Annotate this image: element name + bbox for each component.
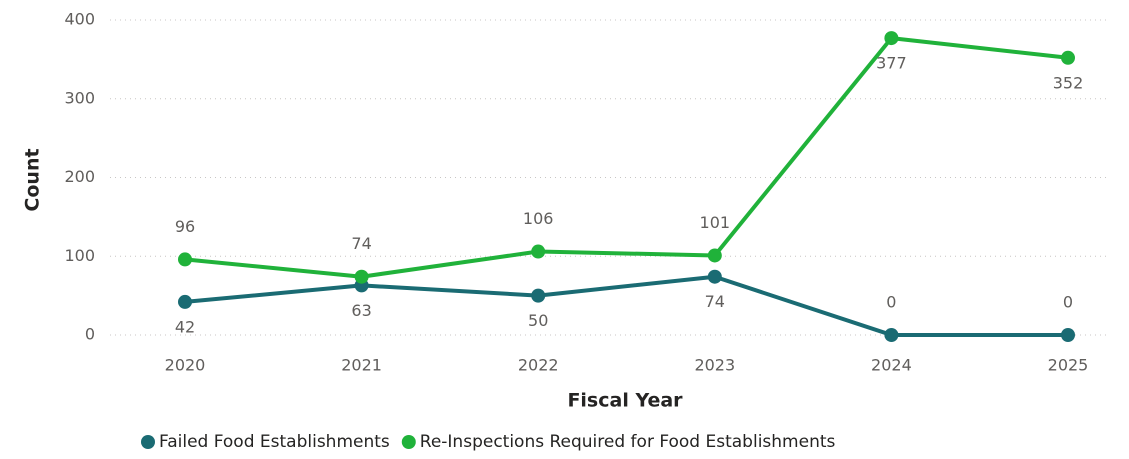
data-label: 50 bbox=[528, 311, 548, 330]
data-point bbox=[707, 269, 722, 284]
data-point bbox=[1061, 328, 1075, 342]
series-line bbox=[184, 36, 1069, 279]
data-label: 0 bbox=[886, 293, 896, 312]
data-label: 106 bbox=[523, 209, 554, 228]
y-tick-label: 400 bbox=[64, 10, 95, 29]
data-label: 0 bbox=[1063, 293, 1073, 312]
data-point bbox=[1061, 50, 1075, 65]
x-tick-label: 2022 bbox=[518, 356, 559, 375]
y-tick-label: 300 bbox=[64, 88, 95, 107]
series-line bbox=[184, 274, 1068, 337]
data-point bbox=[884, 328, 899, 342]
data-point bbox=[178, 294, 192, 309]
data-label: 96 bbox=[175, 217, 195, 236]
x-axis-title: Fiscal Year bbox=[567, 390, 683, 412]
y-tick-label: 0 bbox=[85, 325, 95, 344]
data-point bbox=[707, 248, 722, 263]
data-point bbox=[178, 252, 192, 267]
data-label: 63 bbox=[351, 301, 371, 320]
x-tick-label: 2021 bbox=[341, 356, 382, 375]
data-point bbox=[531, 288, 546, 303]
data-point bbox=[531, 244, 546, 259]
data-label: 101 bbox=[700, 213, 731, 232]
y-tick-label: 200 bbox=[64, 167, 95, 186]
x-tick-label: 2023 bbox=[694, 356, 735, 375]
data-label: 74 bbox=[705, 292, 725, 311]
data-point bbox=[884, 31, 899, 46]
x-tick-label: 2024 bbox=[871, 356, 912, 375]
y-tick-label: 100 bbox=[64, 246, 95, 265]
y-axis-title: Count bbox=[22, 148, 44, 211]
data-point bbox=[354, 269, 369, 284]
data-label: 377 bbox=[876, 54, 907, 73]
legend-marker bbox=[141, 435, 155, 449]
x-tick-label: 2025 bbox=[1048, 356, 1089, 375]
legend-label: Re-Inspections Required for Food Establi… bbox=[420, 432, 836, 452]
data-label: 352 bbox=[1053, 73, 1084, 92]
legend-label: Failed Food Establishments bbox=[159, 432, 390, 452]
x-tick-label: 2020 bbox=[165, 356, 206, 375]
data-label: 74 bbox=[351, 234, 371, 253]
data-label: 42 bbox=[175, 317, 195, 336]
legend-marker bbox=[401, 435, 416, 449]
